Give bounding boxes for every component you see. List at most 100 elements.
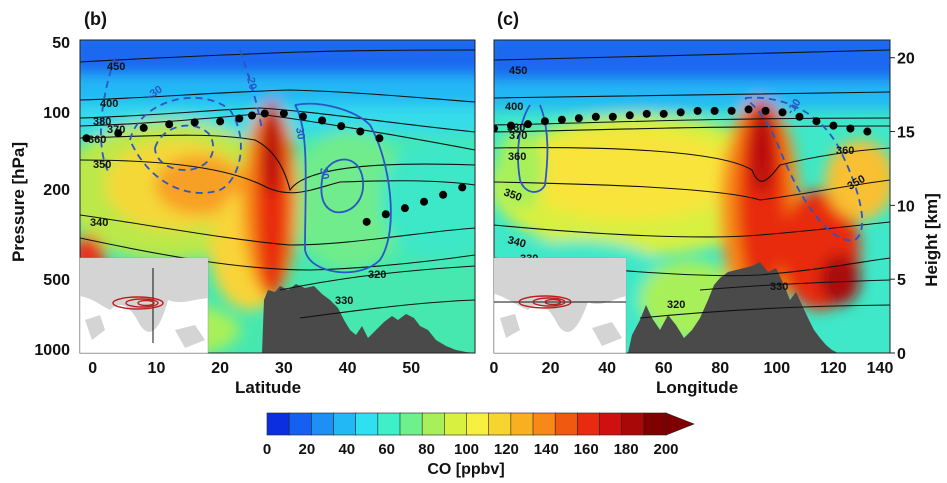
y-tick-label: 100: [43, 105, 70, 122]
colorbar-bin: [488, 412, 512, 436]
colorbar-bin: [421, 412, 446, 436]
colorbar-tick-label: 20: [299, 441, 316, 458]
tropopause-point: [829, 121, 838, 130]
tropopause-point: [337, 122, 346, 131]
tropopause-point: [139, 123, 148, 132]
tropopause-point: [761, 106, 770, 115]
theta-label: 330: [770, 281, 788, 293]
x-tick-label: 80: [711, 360, 729, 377]
y-tick-label: 0: [897, 346, 906, 363]
dashed-contours-b: [100, 49, 263, 194]
tropopause-point: [279, 109, 288, 118]
x-tick-label: 140: [867, 360, 894, 377]
colorbar-tick-label: 180: [614, 441, 639, 458]
theta-label: 400: [100, 98, 118, 110]
colorbar-bin: [311, 412, 335, 436]
tropopause-point: [114, 129, 123, 138]
panel-label-c: (c): [497, 9, 519, 29]
tropopause-point: [260, 109, 269, 118]
inset-map-c: [493, 257, 627, 354]
colorbar-label: CO [ppbv]: [427, 461, 504, 478]
colorbar-ticks: 0 20 40 60 80 100 120 140 160 180 200: [263, 441, 679, 458]
tropopause-point: [506, 121, 515, 130]
colorbar-bin: [266, 412, 290, 436]
colorbar-tick-label: 140: [534, 441, 559, 458]
colorbar-bin: [532, 412, 556, 436]
tropopause-point: [165, 120, 174, 129]
colorbar-bin: [355, 412, 379, 436]
colorbar-bin: [399, 412, 423, 436]
y-tick-label: 20: [897, 51, 915, 68]
tropopause-point: [574, 114, 583, 123]
y-axis-title-b: Pressure [hPa]: [9, 142, 28, 262]
colorbar-bin: [333, 412, 357, 436]
theta-label: 380: [93, 116, 111, 128]
colorbar-tick-label: 0: [263, 441, 271, 458]
x-tick-label: 100: [764, 360, 791, 377]
colorbar-bin: [554, 412, 579, 436]
theta-label: 370: [509, 130, 527, 142]
tropopause-point: [659, 109, 668, 118]
solid-contours-b: [294, 102, 392, 274]
tropopause-point: [318, 116, 327, 125]
panel-b-x-ticks: 0 10 20 30 40 50: [88, 360, 420, 377]
y-tick-label: 10: [897, 198, 915, 215]
tropopause-point: [795, 112, 804, 121]
colorbar-bin: [621, 412, 645, 436]
tropopause-point: [591, 112, 600, 121]
tropopause-point: [778, 108, 787, 117]
colorbar-tick-label: 60: [378, 441, 395, 458]
tropopause-point: [676, 108, 685, 117]
panel-c-contour-labels: 450 400 380 370 360 350 340 330 320 360 …: [502, 65, 867, 311]
tropopause-point: [494, 124, 498, 133]
y-tick-label: 5: [897, 272, 906, 289]
y-tick-label: 15: [897, 125, 915, 142]
colorbar-bin: [377, 412, 401, 436]
x-tick-label: 20: [542, 360, 560, 377]
x-tick-label: 120: [820, 360, 847, 377]
tropopause-point: [82, 134, 91, 143]
tropopause-point: [744, 105, 753, 114]
tropopause-point: [727, 106, 736, 115]
panel-c-heatmap: 450 400 380 370 360 350 340 330 320 360 …: [494, 40, 890, 353]
theta-label: 330: [335, 295, 353, 307]
tropopause-point: [710, 106, 719, 115]
theta-label: 360: [88, 134, 106, 146]
colorbar-bin: [466, 412, 490, 436]
x-tick-label: 0: [490, 360, 499, 377]
colorbar-bin: [643, 412, 667, 436]
theta-label: 340: [506, 234, 527, 250]
theta-label: 340: [90, 217, 108, 229]
x-tick-label: 50: [402, 360, 420, 377]
theta-label: 360: [836, 145, 854, 157]
panel-c-frame: [493, 39, 891, 354]
terrain-b: [262, 284, 475, 353]
tropopause-point: [693, 106, 702, 115]
tropopause-point: [863, 127, 872, 136]
panel-c-y-ticks: 20 15 10 5 0: [890, 51, 915, 363]
x-tick-label: 40: [339, 360, 357, 377]
colorbar-tick-label: 120: [494, 441, 519, 458]
colorbar-tick-label: 200: [653, 441, 678, 458]
tropopause-point: [381, 210, 390, 219]
tropopause-point: [846, 124, 855, 133]
tropopause-point: [625, 111, 634, 120]
dashed-label: -20: [243, 73, 259, 91]
tropopause-point: [540, 117, 549, 126]
colorbar-tick-label: 100: [454, 441, 479, 458]
tropopause-point: [439, 190, 448, 199]
tropopause-point: [812, 117, 821, 126]
tropopause-point: [642, 109, 651, 118]
panel-b-heatmap: 450 400 380 370 360 350 340 330 320 -30 …: [80, 40, 475, 353]
colorbar-tick-label: 160: [574, 441, 599, 458]
x-tick-label: 60: [655, 360, 673, 377]
tropopause-point: [235, 114, 244, 123]
panel-c: 450 400 380 370 360 350 340 330 320 360 …: [490, 9, 941, 397]
tropopause-point: [458, 183, 467, 192]
theta-label: 400: [505, 101, 523, 113]
tropopause-point: [298, 112, 307, 121]
tropopause-point: [420, 197, 429, 206]
tropopause-point: [557, 115, 566, 124]
y-tick-label: 500: [43, 272, 70, 289]
